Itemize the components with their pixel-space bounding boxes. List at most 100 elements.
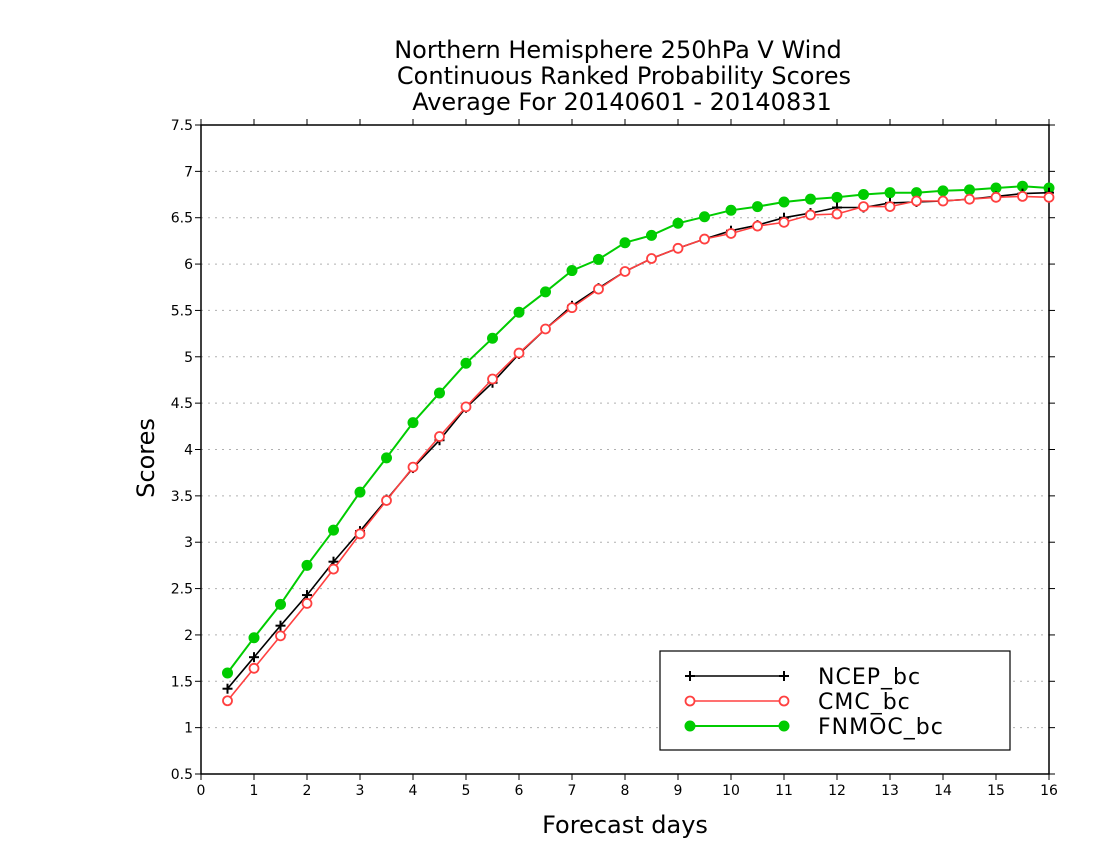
point-ncep-bc-marker — [249, 652, 259, 663]
y-tick-label: 6.5 — [171, 211, 193, 227]
y-tick-label: 2 — [184, 628, 193, 644]
point-cmc-bc-marker — [301, 598, 313, 609]
y-tick-label: 5 — [184, 350, 193, 366]
legend-cmc-bc-marker — [778, 695, 790, 707]
point-fnmoc-bc-marker — [619, 237, 631, 249]
point-cmc-bc-marker — [646, 253, 657, 264]
x-tick-label: 8 — [621, 783, 630, 799]
point-cmc-bc-marker — [619, 266, 631, 277]
point-fnmoc-bc-marker — [434, 387, 445, 399]
point-cmc-bc-marker — [248, 662, 260, 674]
x-tick-label: 0 — [197, 783, 206, 799]
point-fnmoc-bc-marker — [937, 185, 949, 197]
point-fnmoc-bc-marker — [884, 187, 896, 199]
x-tick-label: 12 — [828, 783, 846, 799]
point-cmc-bc-marker — [593, 283, 604, 295]
point-cmc-bc-marker — [911, 195, 922, 207]
point-fnmoc-bc-marker — [407, 417, 419, 429]
x-tick-label: 7 — [568, 783, 577, 799]
series-cmc-bc — [222, 190, 1055, 707]
y-axis-label: Scores — [132, 418, 160, 498]
point-fnmoc-bc-marker — [964, 184, 975, 196]
point-cmc-bc-marker — [752, 220, 763, 232]
point-cmc-bc-marker — [407, 461, 419, 473]
title-line-1: Northern Hemisphere 250hPa V Wind — [394, 36, 842, 64]
legend-label-cmc-bc: CMC_bc — [818, 690, 911, 715]
legend-fnmoc-bc-marker — [684, 720, 696, 732]
point-fnmoc-bc-marker — [328, 524, 339, 536]
point-cmc-bc-marker — [858, 201, 869, 212]
y-tick-label: 4.5 — [171, 396, 193, 412]
point-fnmoc-bc-marker — [222, 667, 233, 679]
y-tick-label: 6 — [184, 257, 193, 273]
x-tick-label: 11 — [775, 783, 793, 799]
point-cmc-bc-marker — [831, 208, 843, 220]
x-tick-label: 4 — [409, 783, 418, 799]
point-fnmoc-bc-marker — [752, 201, 763, 213]
y-tick-label: 7 — [184, 164, 193, 180]
point-cmc-bc-marker — [540, 323, 551, 335]
point-fnmoc-bc-marker — [725, 204, 737, 216]
x-tick-label: 13 — [881, 783, 899, 799]
point-cmc-bc-marker — [566, 302, 578, 314]
point-fnmoc-bc-marker — [699, 211, 710, 223]
point-fnmoc-bc-marker — [487, 332, 498, 344]
x-tick-label: 10 — [722, 783, 740, 799]
x-tick-label: 1 — [250, 783, 259, 799]
x-tick-label: 14 — [934, 783, 952, 799]
point-cmc-bc-marker — [434, 431, 445, 442]
y-tick-label: 4 — [184, 443, 193, 459]
point-cmc-bc-marker — [699, 233, 710, 245]
x-tick-label: 15 — [987, 783, 1005, 799]
point-cmc-bc-marker — [275, 630, 286, 642]
point-fnmoc-bc-marker — [381, 452, 392, 464]
point-fnmoc-bc-marker — [566, 265, 578, 277]
point-cmc-bc-marker — [1043, 191, 1055, 203]
point-cmc-bc-marker — [513, 347, 525, 359]
point-cmc-bc-marker — [937, 195, 949, 207]
legend-label-fnmoc-bc: FNMOC_bc — [818, 715, 944, 740]
y-tick-label: 1.5 — [171, 674, 193, 690]
point-cmc-bc-marker — [884, 201, 896, 212]
y-tick-label: 1 — [184, 721, 193, 737]
legend-cmc-bc-marker — [684, 695, 696, 707]
point-fnmoc-bc-marker — [301, 559, 313, 571]
legend-item-fnmoc-bc: FNMOC_bc — [684, 715, 944, 740]
y-tick-label: 0.5 — [171, 767, 193, 783]
y-tick-label: 3.5 — [171, 489, 193, 505]
legend-item-ncep-bc: NCEP_bc — [685, 665, 921, 690]
title-line-3: Average For 20140601 - 20140831 — [412, 88, 832, 116]
point-cmc-bc-marker — [381, 495, 392, 506]
legend-label-ncep-bc: NCEP_bc — [818, 665, 921, 690]
point-fnmoc-bc-marker — [275, 598, 286, 610]
point-cmc-bc-marker — [672, 242, 684, 254]
point-fnmoc-bc-marker — [540, 286, 551, 298]
x-tick-label: 3 — [356, 783, 365, 799]
legend-ncep-bc-marker — [779, 671, 789, 681]
point-fnmoc-bc-marker — [778, 196, 790, 208]
point-ncep-bc-marker — [275, 620, 286, 631]
point-fnmoc-bc-marker — [646, 229, 657, 241]
title-line-2: Continuous Ranked Probability Scores — [397, 62, 851, 90]
point-cmc-bc-marker — [328, 563, 339, 575]
x-tick-label: 2 — [303, 783, 312, 799]
y-tick-label: 2.5 — [171, 582, 193, 598]
point-cmc-bc-marker — [778, 216, 790, 228]
y-tick-label: 5.5 — [171, 303, 193, 319]
x-tick-label: 16 — [1040, 783, 1058, 799]
point-fnmoc-bc-marker — [593, 253, 604, 265]
x-tick-labels: 0 1 2 3 4 5 6 7 8 9 10 11 12 13 14 15 16 — [197, 783, 1058, 799]
point-fnmoc-bc-marker — [460, 357, 472, 369]
series-line-fnmoc-bc — [226, 185, 1050, 674]
legend-item-cmc-bc: CMC_bc — [684, 690, 911, 715]
point-fnmoc-bc-marker — [805, 193, 816, 205]
series-fnmoc-bc — [222, 180, 1055, 679]
y-tick-label: 3 — [184, 535, 193, 551]
x-tick-label: 9 — [674, 783, 683, 799]
point-cmc-bc-marker — [964, 193, 975, 205]
x-tick-label: 5 — [462, 783, 471, 799]
point-fnmoc-bc-marker — [831, 191, 843, 203]
